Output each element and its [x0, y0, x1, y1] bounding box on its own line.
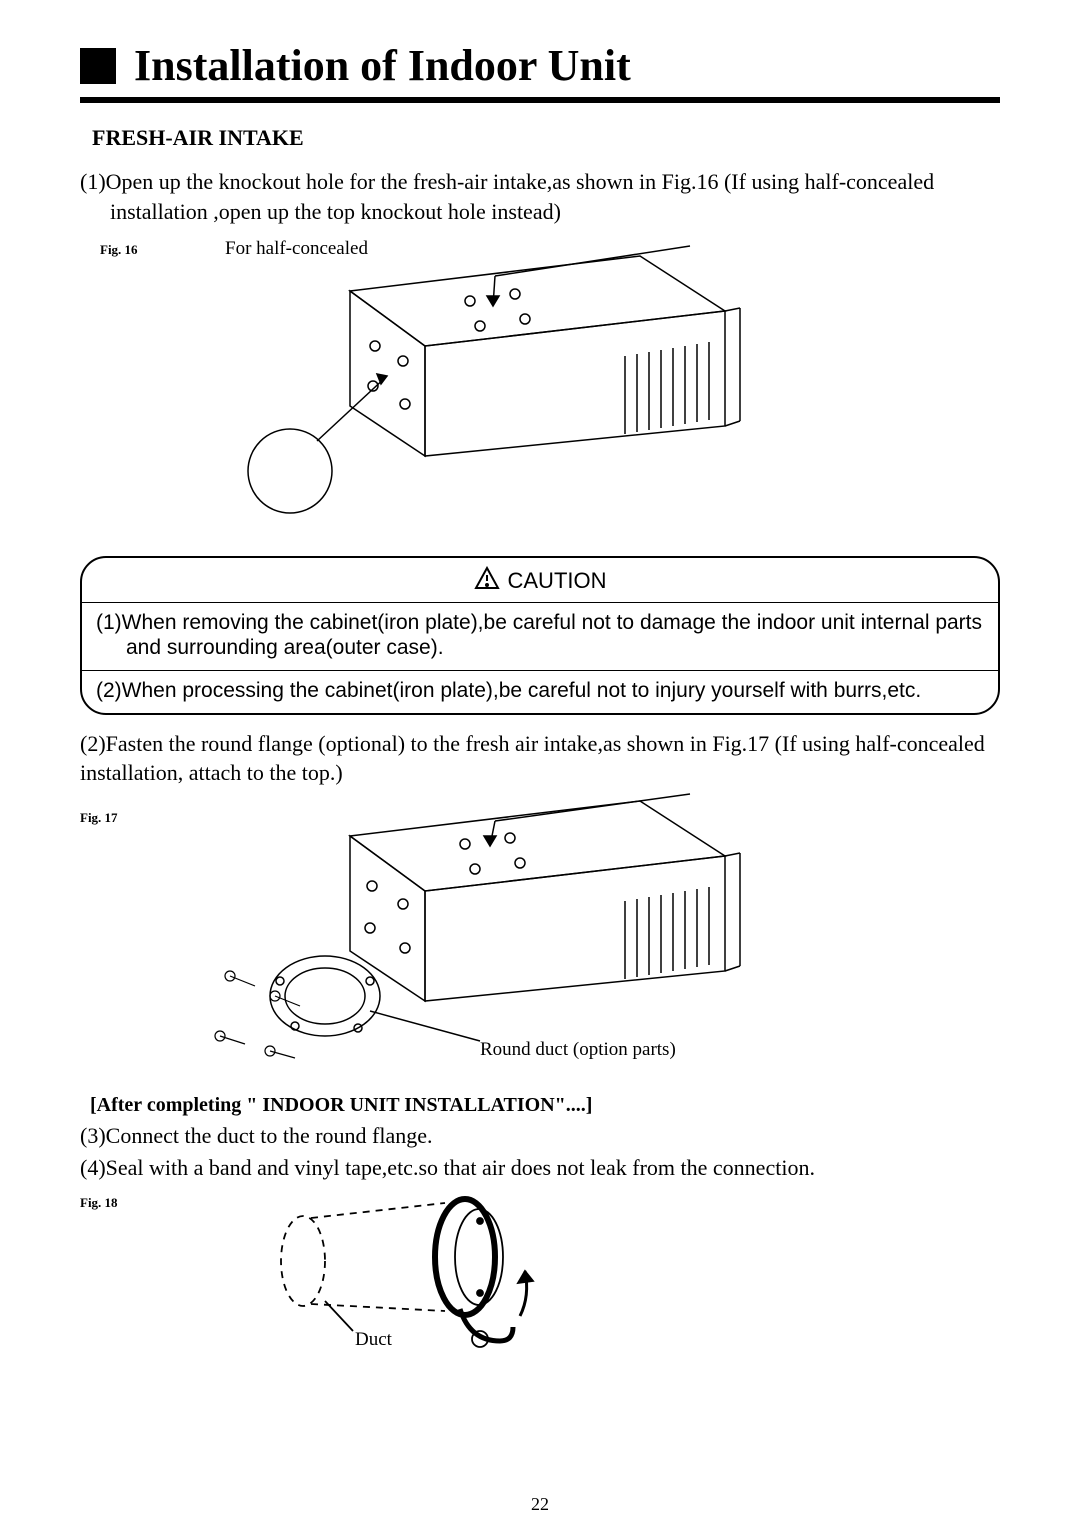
caution-item-2: (2)When processing the cabinet(iron plat…	[82, 671, 998, 713]
step-4-text: (4)Seal with a band and vinyl tape,etc.s…	[80, 1153, 1000, 1183]
fig18-diagram-icon	[255, 1191, 575, 1361]
step-3-text: (3)Connect the duct to the round flange.	[80, 1121, 1000, 1151]
section-heading: FRESH-AIR INTAKE	[92, 125, 1000, 151]
main-heading: Installation of Indoor Unit	[80, 40, 1000, 91]
page-number: 22	[0, 1494, 1080, 1515]
figure-16: Fig. 16 For half-concealed	[80, 236, 1000, 546]
caution-heading-text: CAUTION	[508, 568, 607, 594]
fig16-diagram-icon	[195, 236, 755, 536]
fig16-label: Fig. 16	[100, 242, 138, 258]
fig18-annotation: Duct	[355, 1329, 392, 1351]
title-rule	[80, 97, 1000, 103]
fig17-annotation: Round duct (option parts)	[480, 1039, 676, 1061]
fig18-label: Fig. 18	[80, 1195, 118, 1211]
page-title: Installation of Indoor Unit	[134, 40, 631, 91]
caution-header: CAUTION	[82, 558, 998, 603]
figure-18: Fig. 18 Duct	[80, 1191, 1000, 1371]
warning-icon	[474, 566, 500, 596]
title-bullet-icon	[80, 48, 116, 84]
step-2-text: (2)Fasten the round flange (optional) to…	[80, 729, 1000, 788]
caution-box: CAUTION (1)When removing the cabinet(iro…	[80, 556, 1000, 714]
fig17-label: Fig. 17	[80, 810, 118, 826]
figure-17: Fig. 17	[80, 796, 1000, 1086]
after-completing-heading: [After completing " INDOOR UNIT INSTALLA…	[90, 1094, 1000, 1117]
step-1-text: (1)Open up the knockout hole for the fre…	[80, 167, 1000, 226]
caution-item-1: (1)When removing the cabinet(iron plate)…	[82, 603, 998, 670]
